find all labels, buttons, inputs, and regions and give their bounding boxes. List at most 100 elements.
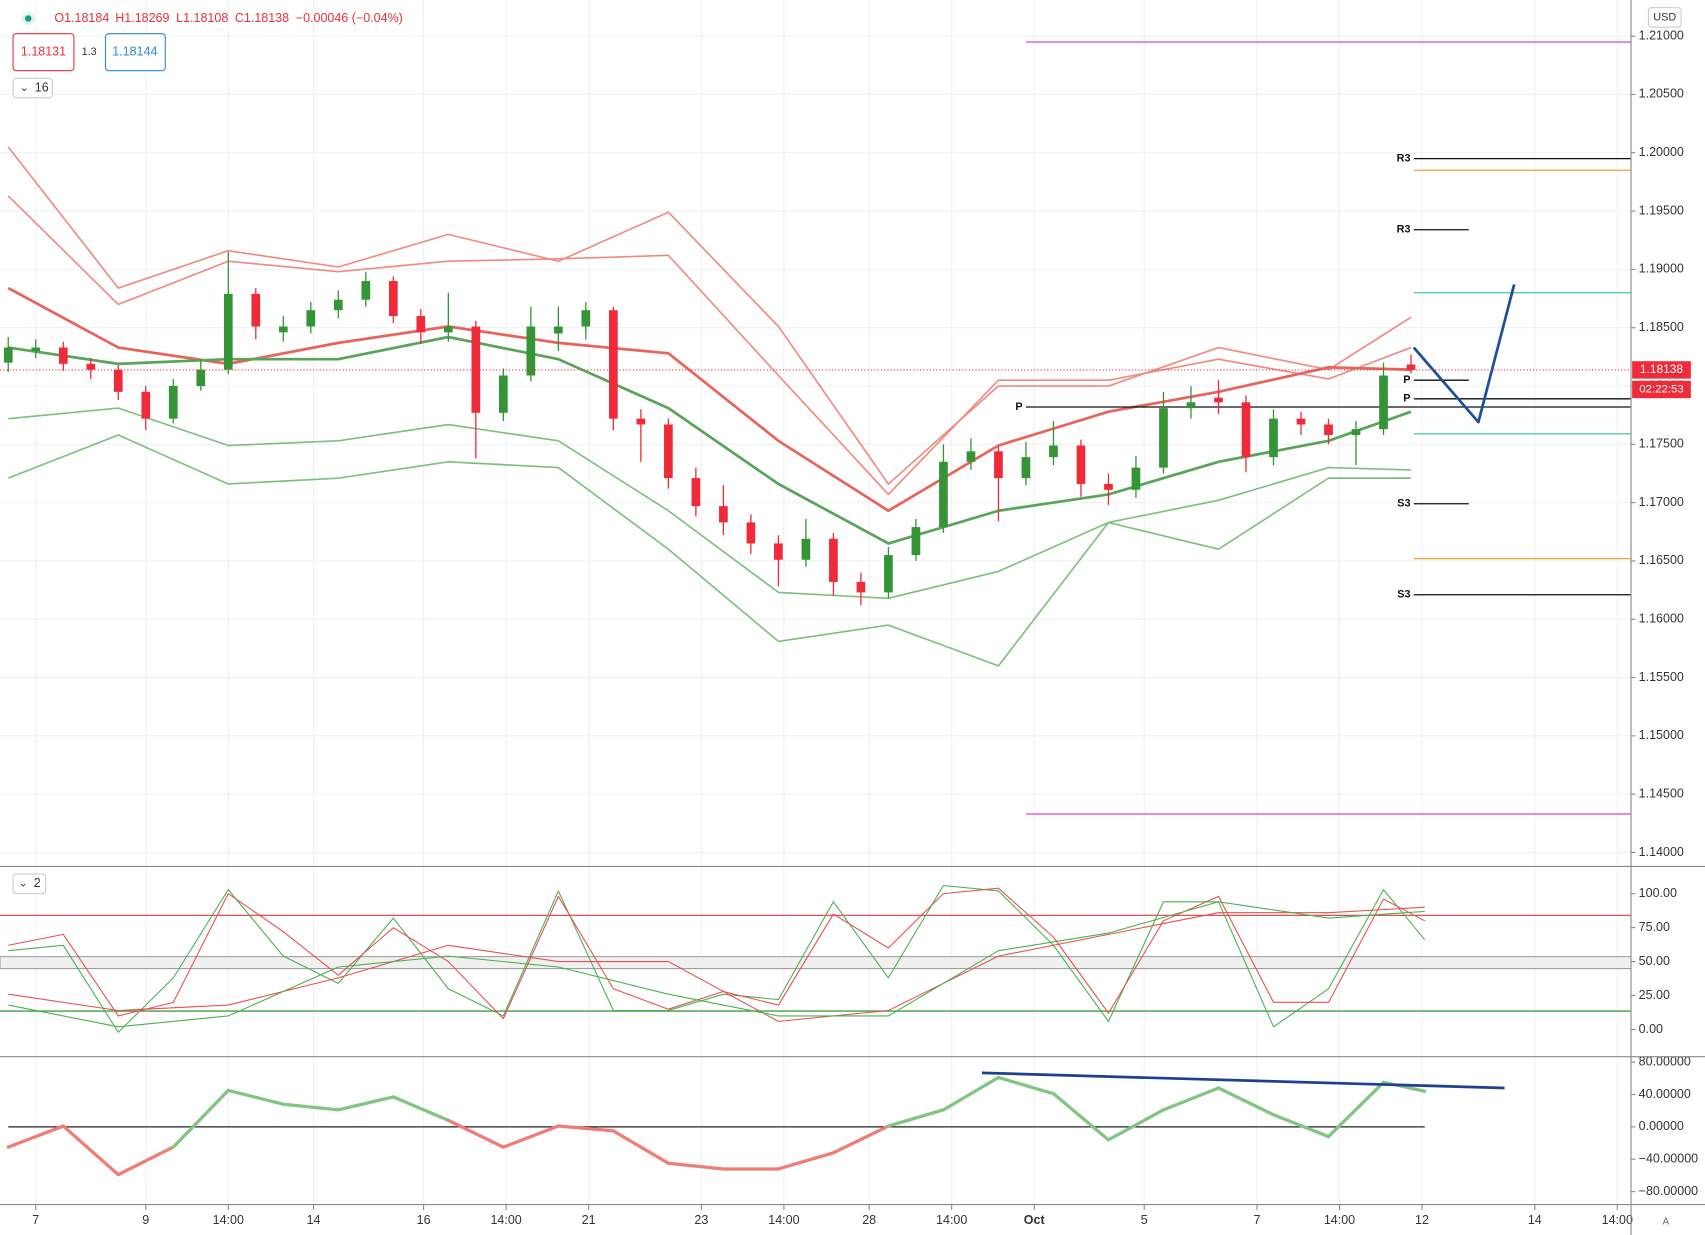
candle-body [1159,408,1168,468]
candle-body [664,424,673,479]
momentum-segment [776,1151,836,1171]
candle-body [1351,429,1361,435]
candle-body [333,299,343,311]
indicators-toggle[interactable] [12,77,53,99]
candle-body [416,316,426,333]
candle-body [1131,467,1141,490]
candle-body [911,527,921,556]
candle-body [829,538,838,582]
sell-price[interactable]: 1.18131 [21,44,66,58]
indicator-line [8,335,1412,545]
candle-body [636,418,646,425]
x-tick-label: 7 [32,1213,39,1227]
y-tick-label: 0.00000 [1639,1119,1684,1133]
level-label: R3 [1397,224,1411,236]
countdown-box [1632,380,1691,399]
change-value: −0.00046 (−0.04%) [296,11,403,25]
momentum-segment [391,1095,450,1123]
buy-button[interactable] [104,33,166,72]
y-tick-label: 1.14000 [1639,845,1684,859]
candle-body [443,326,453,333]
momentum-segment [831,1124,891,1155]
candle-body [278,326,288,333]
candle-body [141,391,151,419]
candle-body [306,310,316,327]
indicator-count[interactable]: 16 [35,80,49,94]
sell-button[interactable] [12,33,75,72]
momentum-segment [116,1145,175,1177]
candle-body [1021,457,1031,479]
chevron[interactable]: ⌄ [18,878,27,890]
auto-scale[interactable]: A [1663,1217,1670,1228]
candle-body [609,310,618,419]
indicator-line [7,286,1412,513]
x-tick-label: 7 [1254,1213,1261,1227]
candle-body [1076,445,1086,484]
momentum-segment [446,1118,505,1149]
high-value: H1.18269 [115,11,169,25]
trend-drawing [1412,284,1516,424]
y-tick-label: 50.00 [1639,954,1670,968]
momentum-segment [6,1124,65,1149]
momentum-segment [501,1124,560,1149]
candle-body [471,326,481,413]
y-tick-label: 40.00000 [1639,1087,1691,1101]
x-tick-label: 23 [694,1213,708,1227]
momentum-segment [941,1075,1001,1112]
x-tick-label: Oct [1024,1213,1046,1227]
candle-body [168,385,178,419]
status-icon [25,15,32,22]
y-tick-label: 1.17000 [1639,495,1684,509]
x-tick-label: 14:00 [768,1213,799,1227]
y-tick-label: 1.15500 [1639,670,1684,684]
momentum-segment [996,1075,1056,1096]
candle-body [1296,418,1306,425]
candle-body [196,369,206,386]
candle-body [498,375,508,413]
y-tick-label: 25.00 [1639,988,1670,1002]
momentum-segment [336,1095,395,1112]
candle-body [884,555,893,593]
buy-price[interactable]: 1.18144 [112,44,157,58]
candle-body [388,281,398,317]
last-price-box [1632,361,1691,379]
x-tick-label: 14:00 [1324,1213,1355,1227]
momentum-segment [666,1161,726,1171]
panel-toggle[interactable] [12,873,47,895]
y-tick-label: −40.00000 [1639,1152,1698,1166]
momentum-segment [226,1088,285,1106]
y-tick-label: 75.00 [1639,920,1670,934]
indicator-line [8,884,1426,1033]
level-label: P [1403,374,1410,386]
y-tick-label: 80.00000 [1639,1054,1691,1068]
candle-body [966,451,976,462]
grid [0,0,1632,1205]
candle-body [251,293,261,327]
level-label: R3 [1397,152,1411,164]
candle-body [1104,483,1113,490]
candle-body [31,347,41,352]
currency-button[interactable] [1647,7,1682,28]
y-tick-label: 100.00 [1639,886,1677,900]
candle-body [1269,418,1278,458]
y-tick-label: 1.18500 [1639,320,1684,334]
currency[interactable]: USD [1653,11,1676,23]
candle-body [994,451,1003,479]
open-value: O1.18184 [54,11,109,25]
x-tick-label: 14 [1528,1213,1542,1227]
chevron[interactable]: ⌄ [20,82,29,94]
y-tick-label: 1.16000 [1639,612,1684,626]
panel-count[interactable]: 2 [34,876,41,890]
indicator-line [8,887,1426,1020]
indicator-line [7,146,1412,485]
candle-body [1241,402,1251,458]
y-tick-label: 1.19000 [1639,262,1684,276]
candle-body [774,543,783,560]
y-tick-label: 1.14500 [1639,786,1684,800]
x-tick-label: 14 [307,1213,321,1227]
y-tick-label: 0.00 [1639,1022,1663,1036]
plot: 1.21000 1.20500 1.20000 1.19500 1.19000 1.185… [0,28,1698,1227]
y-tick-label: 1.20500 [1639,87,1684,101]
momentum-segment [1216,1086,1276,1117]
